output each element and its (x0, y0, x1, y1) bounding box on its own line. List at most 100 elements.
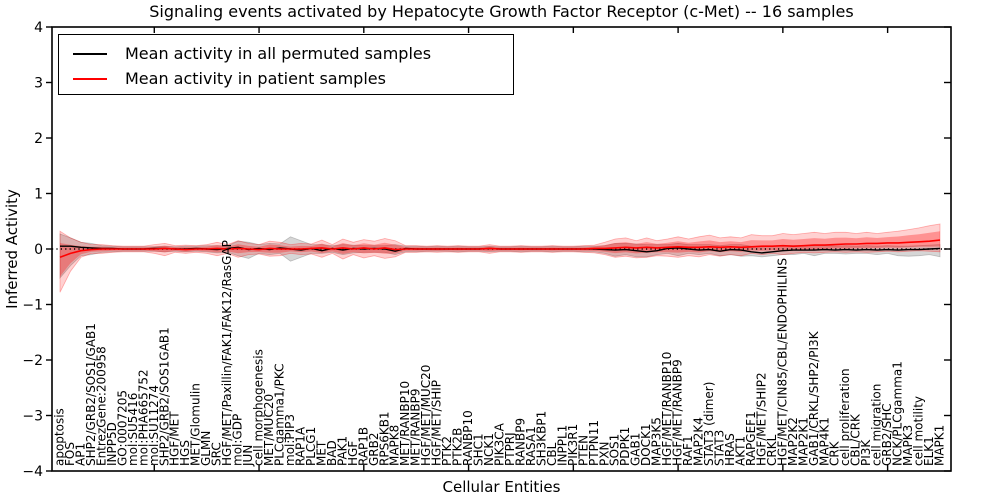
x-tick-label: PDPK1 (618, 427, 632, 466)
x-tick-label: HRAS (723, 433, 737, 466)
x-tick-label: MET/RANBP9 (409, 389, 423, 466)
x-tick-label: MAP4K1 (817, 417, 831, 466)
x-tick-label: NCK/PLCgamma1 (891, 361, 905, 466)
x-tick-label: mol:SU5416 (126, 393, 140, 466)
x-tick-label: SRC (210, 442, 224, 466)
x-tick-label: SOS1 (608, 434, 622, 466)
x-tick-label: MET (314, 440, 328, 466)
x-tick-label: MAP2K4 (692, 417, 706, 466)
x-tick-label: HGF/MET/RANBP9 (671, 359, 685, 466)
x-tick-label: GAB1/CRKL/SHP2/PI3K (807, 330, 821, 466)
y-axis-label: Inferred Activity (3, 189, 21, 309)
x-tick-label: MET/RANBP10 (398, 381, 412, 466)
x-tick-label: PLCG1 (304, 427, 318, 466)
legend: Mean activity in all permuted samples Me… (58, 34, 514, 95)
legend-item-permuted: Mean activity in all permuted samples (59, 41, 513, 66)
x-tick-label: GAB1 (629, 433, 643, 466)
x-tick-label: FOS (63, 442, 77, 466)
x-tick-label: PTPRJ (503, 432, 517, 466)
x-tick-label: AKT1 (733, 436, 747, 466)
x-tick-label: mol:GDP (231, 414, 245, 466)
x-tick-label: PTK2B (451, 428, 465, 466)
x-tick-label: CRKL (765, 434, 779, 466)
x-tick-label: GO:0007205 (115, 390, 129, 466)
x-tick-label: SHP2/GRB2/SOS1GAB1 (157, 327, 171, 466)
x-tick-label: CBL/CRK (849, 413, 863, 466)
x-tick-label: cell morphogenesis (252, 349, 266, 466)
x-tick-label: RAF1 (681, 435, 695, 466)
x-tick-label: HGF (346, 441, 360, 466)
x-tick-label: SH3KBP1 (534, 411, 548, 466)
x-tick-label: cell migration (870, 384, 884, 466)
x-tick-label: RAPGEF1 (744, 411, 758, 466)
patient-band-inner (60, 231, 940, 277)
chart-title: Signaling events activated by Hepatocyte… (149, 2, 854, 21)
patient-line-swatch (73, 77, 107, 80)
x-tick-label: NCK1 (482, 433, 496, 466)
x-tick-label: PIK3R1 (566, 424, 580, 466)
x-tick-label: MAPK1 (933, 425, 947, 466)
x-tick-label: HGF/MET/SHIP2 (754, 372, 768, 466)
x-tick-label: mol:SU11274 (147, 385, 161, 466)
x-tick-label: AP1 (73, 443, 87, 466)
x-tick-label: PIK3CA (493, 422, 507, 466)
patient-mean-line (59, 239, 941, 259)
x-tick-label: HGF/MET/RANBP10 (660, 352, 674, 466)
x-tick-label: SHP2/GRB2/SOS1/GAB1 (84, 323, 98, 466)
x-tick-label: RPS6KB1 (377, 411, 391, 466)
legend-item-patient: Mean activity in patient samples (59, 66, 513, 91)
x-tick-label: apoptosis (53, 408, 67, 466)
x-tick-label: HGF/MET/MUC20 (419, 365, 433, 466)
x-tick-label: EntrezGene:200958 (94, 346, 108, 466)
x-tick-label: cell motility (912, 396, 926, 466)
x-tick-label: MET/MUC20 (262, 394, 276, 466)
y-tick-label: −2 (22, 353, 43, 369)
x-tick-label: MAPK8 (388, 425, 402, 466)
x-tick-label: mol:PIP3 (283, 414, 297, 466)
x-tick-label: RANBP10 (461, 410, 475, 466)
x-tick-label: RASA1 (524, 426, 538, 466)
x-axis-label: Cellular Entities (442, 478, 561, 496)
permuted-band (59, 233, 941, 279)
permuted-line-swatch (73, 52, 107, 55)
x-tick-label: PTEN (576, 435, 590, 466)
x-tick-label: HGF/MET/CIN85/CBL/ENDOPHILINS (775, 258, 789, 466)
x-tick-label: PXN (597, 442, 611, 466)
y-tick-label: −1 (22, 298, 43, 314)
x-tick-label: MAP2K2 (786, 417, 800, 466)
x-tick-label: ELK1 (922, 436, 936, 466)
x-tick-label: GRB2 (367, 432, 381, 466)
x-tick-label: INPPL1 (555, 425, 569, 466)
x-tick-label: GRB2/SHC (880, 403, 894, 466)
y-tick-label: 2 (34, 131, 43, 147)
x-tick-label: PI3K (859, 439, 873, 466)
x-tick-label: INPP5D (105, 422, 119, 466)
x-tick-label: GLMN (199, 431, 213, 466)
x-tick-label: RAP1B (356, 427, 370, 466)
y-tick-label: 3 (34, 76, 43, 92)
y-tick-label: −3 (22, 409, 43, 425)
y-tick-label: 4 (34, 20, 43, 36)
x-tick-label: HGF/MET/SHIP (430, 380, 444, 466)
x-tick-label: STAT3 (dimer) (702, 382, 716, 466)
x-tick-label: DOCK1 (639, 423, 653, 466)
x-tick-label: MET/Glomulin (189, 383, 203, 466)
legend-label-permuted: Mean activity in all permuted samples (125, 44, 432, 63)
x-tick-label: mol:PHA665752 (136, 369, 150, 466)
x-tick-label: MAPK3 (901, 425, 915, 466)
y-tick-label: 0 (34, 242, 43, 258)
y-tick-label: −4 (22, 464, 43, 480)
x-tick-label: PTK2 (440, 436, 454, 466)
x-tick-label: HGF/MET (168, 411, 182, 466)
x-tick-label: SHC1 (472, 433, 486, 466)
x-tick-label: PAK1 (335, 436, 349, 466)
x-tick-label: JUN (241, 445, 255, 467)
x-tick-label: STAT3 (713, 430, 727, 466)
x-tick-label: MAP3K5 (650, 417, 664, 466)
x-tick-label: HGS (178, 440, 192, 466)
x-tick-label: CBL (545, 442, 559, 466)
x-tick-label: MAP2K1 (796, 417, 810, 466)
x-tick-label: PTPN11 (587, 420, 601, 466)
